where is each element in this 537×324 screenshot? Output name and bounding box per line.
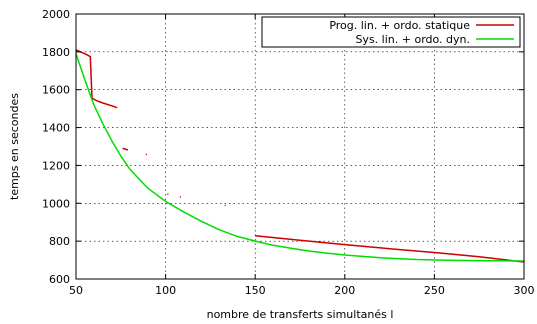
plot-frame [75, 13, 525, 280]
y-tick-label: 1200 [42, 159, 70, 172]
grid [76, 14, 524, 279]
legend: Prog. lin. + ordo. statique Sys. lin. + … [261, 16, 521, 48]
tick-labels: 50 100 150 200 250 300 600 800 1000 1200 1400 1600 1… [42, 8, 535, 297]
series-static-segment [145, 153, 148, 156]
y-tick-label: 1600 [42, 84, 70, 97]
y-axis-label: temps en secondes [8, 93, 21, 200]
series-static-segment [91, 97, 118, 109]
series-static-segment [166, 193, 169, 196]
x-tick-label: 300 [514, 284, 535, 297]
series-static-segment [179, 196, 182, 198]
y-tick-label: 1400 [42, 122, 70, 135]
x-tick-label: 100 [155, 284, 176, 297]
y-tick-label: 1800 [42, 46, 70, 59]
legend-label-dynamic: Sys. lin. + ordo. dyn. [355, 33, 470, 46]
x-axis-label: nombre de transferts simultanés l [207, 308, 394, 321]
x-tick-label: 50 [69, 284, 83, 297]
x-tick-label: 250 [424, 284, 445, 297]
y-tick-label: 2000 [42, 8, 70, 21]
y-tick-label: 600 [49, 273, 70, 286]
y-tick-label: 800 [49, 235, 70, 248]
legend-box [261, 16, 521, 48]
series-static-segment [255, 235, 525, 263]
y-tick-label: 1000 [42, 197, 70, 210]
series-static-segment [122, 147, 129, 151]
legend-label-static: Prog. lin. + ordo. statique [329, 19, 470, 32]
ticks [75, 13, 525, 280]
series-layer [75, 49, 525, 263]
series-dynamic-line [75, 53, 525, 262]
x-tick-label: 150 [245, 284, 266, 297]
x-tick-label: 200 [334, 284, 355, 297]
